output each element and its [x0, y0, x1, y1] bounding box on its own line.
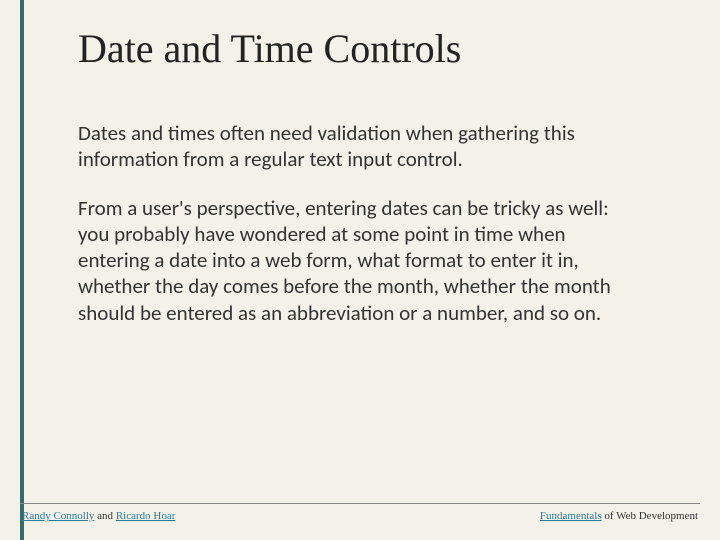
book-word-linked: Fundamentals	[540, 510, 602, 522]
accent-bar	[20, 0, 24, 540]
author-2: Ricardo Hoar	[116, 510, 176, 522]
footer: Randy Connolly and Ricardo Hoar Fundamen…	[20, 503, 700, 522]
paragraph-1: Dates and times often need validation wh…	[78, 120, 638, 173]
author-1: Randy Connolly	[22, 510, 94, 522]
footer-text: Randy Connolly and Ricardo Hoar Fundamen…	[20, 510, 700, 522]
footer-authors: Randy Connolly and Ricardo Hoar	[20, 510, 175, 522]
book-rest: of Web Development	[602, 510, 698, 522]
footer-divider	[20, 503, 700, 504]
author-connector: and	[94, 510, 115, 522]
paragraph-2: From a user's perspective, entering date…	[78, 195, 638, 326]
footer-book-title: Fundamentals of Web Development	[540, 510, 700, 522]
slide-content: Date and Time Controls Dates and times o…	[0, 0, 720, 326]
slide-title: Date and Time Controls	[78, 25, 660, 72]
